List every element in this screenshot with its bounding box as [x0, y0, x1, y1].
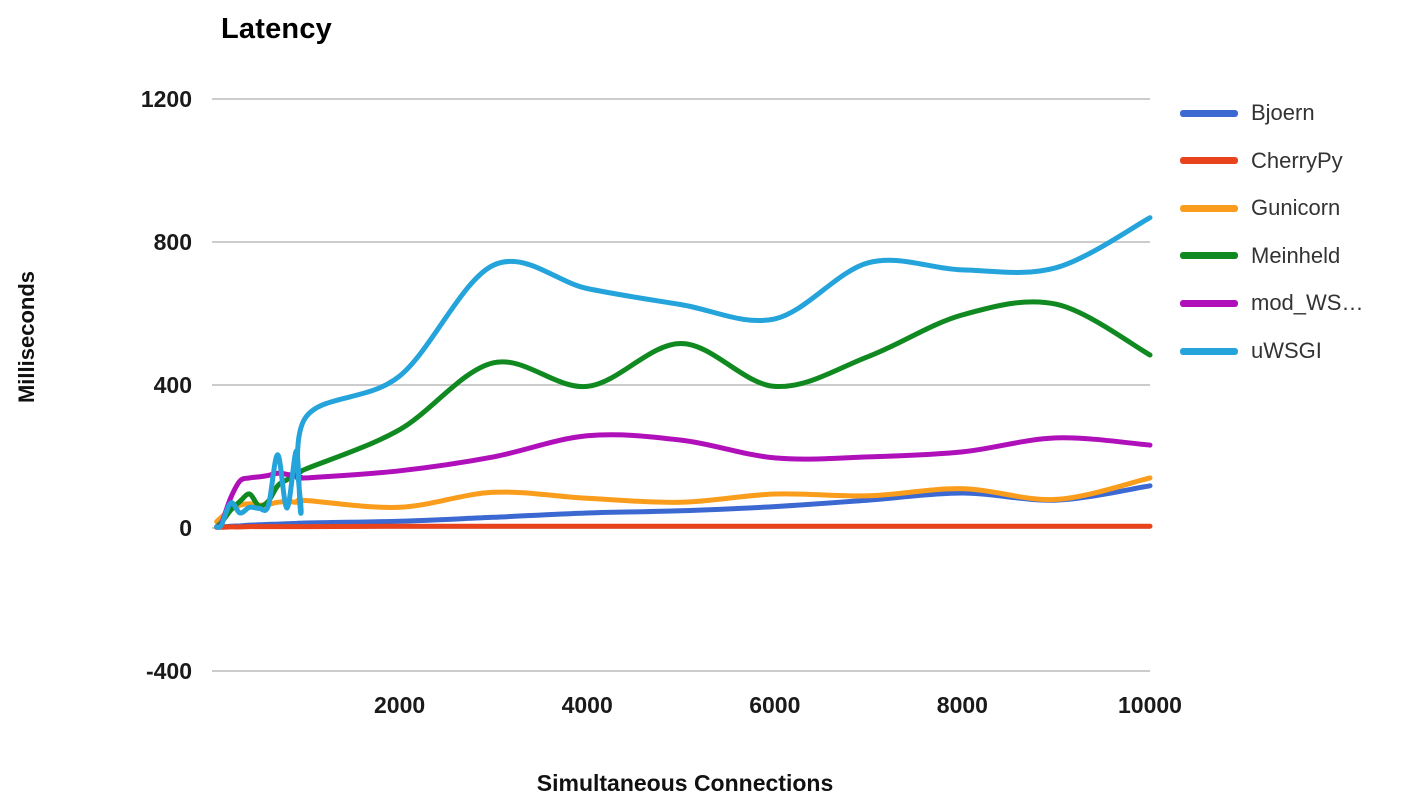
legend-swatch	[1180, 157, 1238, 165]
legend-label: mod_WS…	[1251, 290, 1364, 316]
y-tick-label: 0	[179, 515, 192, 541]
y-tick-label: 1200	[140, 86, 192, 112]
x-tick-label: 10000	[1118, 692, 1182, 718]
gridlines	[212, 98, 1150, 672]
legend-label: Bjoern	[1251, 100, 1315, 125]
legend-swatch	[1180, 347, 1238, 355]
series-line-meinheld[interactable]	[214, 299, 1153, 530]
x-tick-label: 6000	[749, 692, 801, 718]
y-tick-label: -400	[145, 658, 192, 684]
legend-item-meinheld[interactable]: Meinheld	[1180, 242, 1340, 270]
series-line-uwsgi[interactable]	[214, 215, 1153, 530]
legend-label: CherryPy	[1251, 147, 1343, 173]
legend-swatch	[1180, 109, 1238, 117]
legend-swatch	[1180, 252, 1238, 260]
chart-title: Latency	[221, 13, 332, 45]
legend-item-bjoern[interactable]: Bjoern	[1180, 99, 1315, 127]
y-tick-label: 800	[153, 229, 192, 255]
legend-item-mod-ws-[interactable]: mod_WS…	[1180, 289, 1363, 317]
legend-label: Gunicorn	[1251, 195, 1341, 221]
legend-label: Meinheld	[1251, 242, 1341, 268]
x-tick-label: 4000	[561, 692, 613, 718]
x-tick-label: 8000	[936, 692, 988, 718]
x-tick-label: 2000	[374, 692, 426, 718]
series-lines	[214, 215, 1153, 530]
series-line-gunicorn[interactable]	[214, 475, 1153, 525]
legend-swatch	[1180, 204, 1238, 212]
x-axis-title: Simultaneous Connections	[536, 770, 834, 796]
series-line-cherrypy[interactable]	[214, 523, 1153, 530]
legend-item-uwsgi[interactable]: uWSGI	[1180, 337, 1322, 365]
legend-swatch	[1180, 299, 1238, 307]
legend-item-cherrypy[interactable]: CherryPy	[1180, 147, 1343, 175]
legend-label: uWSGI	[1251, 338, 1322, 363]
series-line-mod-ws-[interactable]	[214, 432, 1153, 530]
legend-item-gunicorn[interactable]: Gunicorn	[1180, 194, 1340, 222]
y-tick-label: 400	[153, 372, 192, 398]
